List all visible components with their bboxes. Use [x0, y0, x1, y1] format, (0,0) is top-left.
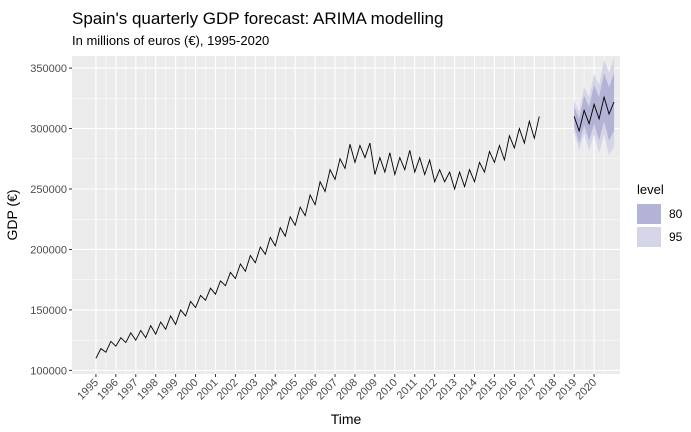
- y-tick-label: 300000: [30, 124, 67, 136]
- y-tick-label: 350000: [30, 63, 67, 75]
- band-80: [574, 72, 615, 144]
- x-tick-label: 1998: [135, 377, 161, 403]
- x-axis-label: Time: [331, 411, 362, 427]
- x-tick-label: 2012: [414, 377, 440, 403]
- forecast-mean-line: [573, 95, 615, 133]
- x-tick-label: 2013: [434, 377, 460, 403]
- legend-title: level: [637, 182, 664, 197]
- x-tick-label: 2018: [534, 377, 560, 403]
- legend-key-80: [637, 204, 661, 224]
- legend-label-80: 80: [669, 207, 683, 221]
- y-tick-label: 100000: [30, 365, 67, 377]
- x-tick-label: 2010: [374, 377, 400, 403]
- legend: level 80 95: [637, 182, 683, 247]
- series-lines: [95, 95, 615, 359]
- x-tick-label: 2008: [334, 377, 360, 403]
- x-tick-label: 1999: [155, 377, 181, 403]
- x-tick-label: 1997: [115, 377, 141, 403]
- x-tick-label: 2019: [553, 377, 579, 403]
- x-axis-ticks: 1995199619971998199920002001200220032004…: [75, 374, 599, 402]
- x-tick-label: 2003: [235, 377, 261, 403]
- forecast-bands: [574, 57, 615, 156]
- chart-subtitle: In millions of euros (€), 1995-2020: [72, 33, 269, 48]
- x-tick-label: 2001: [195, 377, 221, 403]
- x-tick-label: 2005: [275, 377, 301, 403]
- plot-panel: [72, 56, 620, 374]
- legend-label-95: 95: [669, 230, 683, 244]
- y-tick-label: 200000: [30, 244, 67, 256]
- chart-title: Spain's quarterly GDP forecast: ARIMA mo…: [72, 9, 443, 28]
- y-tick-label: 250000: [30, 184, 67, 196]
- x-tick-label: 2009: [354, 377, 380, 403]
- x-tick-label: 2000: [175, 377, 201, 403]
- x-tick-label: 2002: [215, 377, 241, 403]
- x-tick-label: 2020: [573, 377, 599, 403]
- y-axis-ticks: 100000 150000 200000 250000 300000 350000: [30, 63, 72, 377]
- y-axis-label: GDP (€): [4, 189, 20, 240]
- gdp-line: [95, 116, 540, 359]
- x-tick-label: 2014: [454, 377, 480, 403]
- y-tick-label: 150000: [30, 305, 67, 317]
- x-tick-label: 2007: [314, 377, 340, 403]
- x-tick-label: 2017: [514, 377, 540, 403]
- x-tick-label: 2011: [395, 377, 420, 402]
- x-tick-label: 1995: [75, 377, 101, 403]
- x-tick-label: 2004: [255, 377, 281, 403]
- x-tick-label: 2015: [474, 377, 500, 403]
- legend-key-95: [637, 227, 661, 247]
- x-tick-label: 1996: [95, 377, 121, 403]
- x-tick-label: 2006: [294, 377, 320, 403]
- x-tick-label: 2016: [494, 377, 520, 403]
